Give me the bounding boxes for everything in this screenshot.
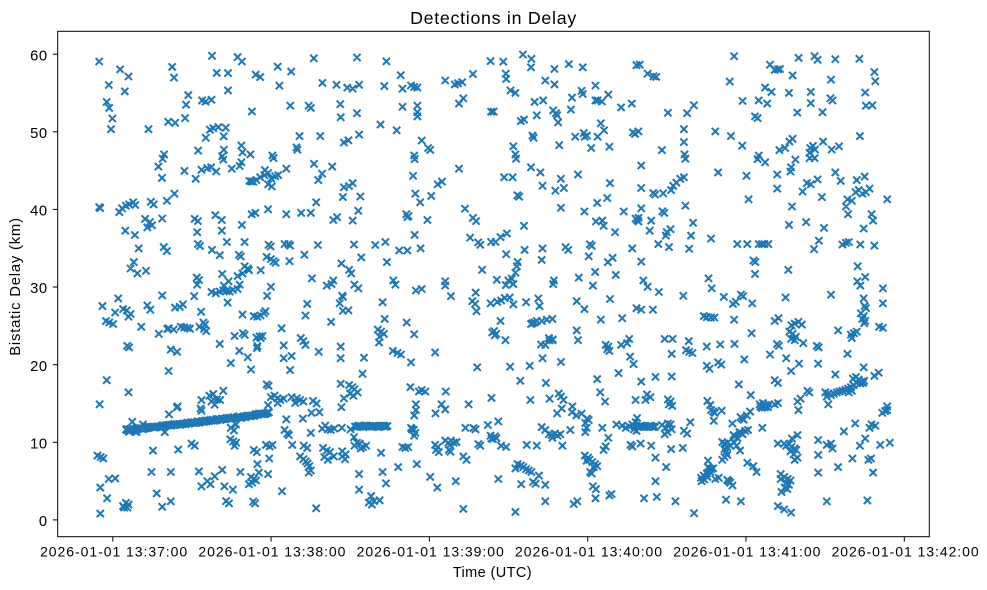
svg-text:0: 0 <box>39 514 48 530</box>
svg-text:20: 20 <box>30 359 47 375</box>
svg-text:Time (UTC): Time (UTC) <box>453 565 532 581</box>
svg-text:60: 60 <box>30 48 47 64</box>
svg-text:50: 50 <box>30 126 47 142</box>
svg-text:2026-01-01 13:39:00: 2026-01-01 13:39:00 <box>357 544 505 560</box>
svg-text:2026-01-01 13:38:00: 2026-01-01 13:38:00 <box>198 544 346 560</box>
svg-text:2026-01-01 13:37:00: 2026-01-01 13:37:00 <box>40 544 188 560</box>
svg-text:Bistatic Delay (km): Bistatic Delay (km) <box>8 217 24 356</box>
svg-text:2026-01-01 13:40:00: 2026-01-01 13:40:00 <box>515 544 663 560</box>
svg-text:Detections in Delay: Detections in Delay <box>410 8 577 28</box>
svg-text:2026-01-01 13:42:00: 2026-01-01 13:42:00 <box>832 544 980 560</box>
svg-text:10: 10 <box>30 437 47 453</box>
svg-text:30: 30 <box>30 281 47 297</box>
svg-text:2026-01-01 13:41:00: 2026-01-01 13:41:00 <box>673 544 821 560</box>
svg-text:40: 40 <box>30 204 47 220</box>
